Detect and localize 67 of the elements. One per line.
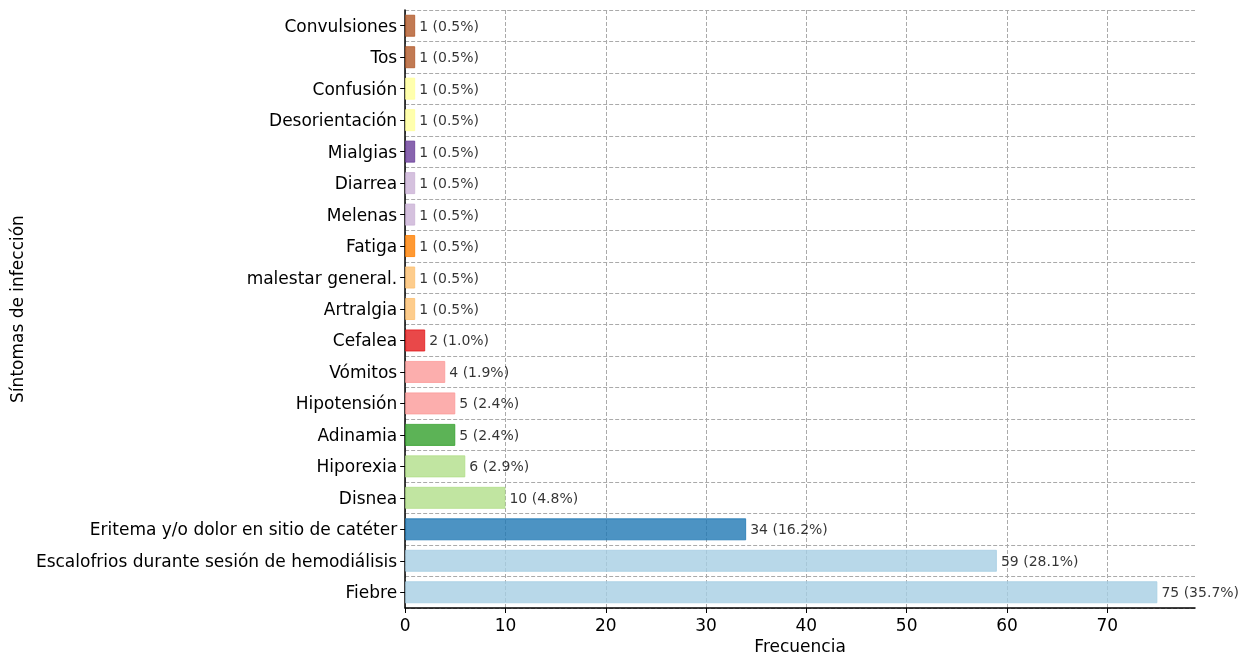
- data-label: 5 (2.4%): [459, 395, 520, 412]
- data-label: 1 (0.5%): [419, 112, 480, 129]
- bar: [405, 203, 416, 226]
- data-label: 34 (16.2%): [750, 521, 828, 538]
- y-tick-label: Fatiga: [345, 236, 398, 257]
- data-label: 1 (0.5%): [419, 238, 480, 255]
- bar: [405, 455, 466, 478]
- bar: [405, 329, 426, 352]
- y-tick-label: Eritema y/o dolor en sitio de catéter: [89, 519, 398, 540]
- y-tick-label: Desorientación: [269, 110, 398, 131]
- y-tick-label: Mialgias: [327, 141, 398, 162]
- bar: [405, 77, 416, 100]
- bar: [405, 14, 416, 37]
- data-label: 1 (0.5%): [419, 143, 480, 160]
- data-label: 1 (0.5%): [419, 80, 480, 97]
- data-label: 4 (1.9%): [449, 363, 510, 380]
- x-axis-title: Frecuencia: [754, 636, 846, 657]
- bar: [405, 423, 456, 446]
- x-tick-label: 40: [795, 614, 818, 635]
- bar: [405, 46, 416, 69]
- data-label: 75 (35.7%): [1161, 584, 1240, 601]
- x-tick-label: 10: [494, 614, 517, 635]
- bar: [405, 109, 416, 132]
- data-label: 59 (28.1%): [1000, 552, 1079, 569]
- x-tick-label: 0: [399, 614, 411, 635]
- y-tick-label: Artralgia: [323, 299, 398, 319]
- y-tick-label: Escalofrios durante sesión de hemodiálisis: [35, 550, 398, 571]
- y-tick-label: malestar general.: [246, 267, 398, 288]
- bar: [405, 518, 747, 541]
- data-label: 1 (0.5%): [419, 269, 480, 286]
- bar: [405, 360, 446, 383]
- y-tick-label: Diarrea: [334, 173, 398, 194]
- data-label: 1 (0.5%): [419, 175, 480, 192]
- data-label: 1 (0.5%): [419, 301, 480, 317]
- x-tick-label: 20: [594, 614, 617, 635]
- y-tick-label: Cefalea: [332, 330, 398, 351]
- y-tick-label: Fiebre: [345, 582, 398, 603]
- data-label: 1 (0.5%): [419, 49, 480, 66]
- x-tick-label: 50: [895, 614, 918, 635]
- bar: [405, 581, 1158, 604]
- bar: [405, 549, 997, 572]
- y-tick-label: Hiporexia: [316, 456, 398, 477]
- y-tick-label: Adinamia: [317, 424, 398, 445]
- data-label: 2 (1.0%): [429, 332, 490, 349]
- y-tick-label: Tos: [369, 47, 398, 68]
- bar: [405, 172, 416, 195]
- bar: [405, 140, 416, 163]
- y-tick-label: Confusión: [312, 78, 398, 99]
- x-tick-label: 70: [1096, 614, 1119, 635]
- bar: [405, 266, 416, 289]
- data-label: 1 (0.5%): [419, 206, 480, 223]
- x-tick-label: 30: [695, 614, 717, 635]
- bar: [405, 297, 416, 321]
- y-tick-label: Hipotensión: [295, 393, 398, 414]
- y-axis-title: Síntomas de infección: [6, 215, 27, 403]
- y-tick-label: Melenas: [326, 204, 398, 225]
- data-label: 5 (2.4%): [459, 426, 520, 443]
- data-label: 6 (2.9%): [469, 458, 530, 475]
- data-label: 1 (0.5%): [419, 17, 480, 34]
- y-tick-label: Convulsiones: [284, 15, 398, 36]
- x-tick-label: 60: [996, 614, 1018, 635]
- y-tick-label: Disnea: [338, 487, 398, 508]
- bar: [405, 392, 456, 415]
- bar: [405, 235, 416, 258]
- data-label: 10 (4.8%): [509, 489, 579, 506]
- bar: [405, 486, 506, 509]
- y-tick-label: Vómitos: [329, 361, 398, 382]
